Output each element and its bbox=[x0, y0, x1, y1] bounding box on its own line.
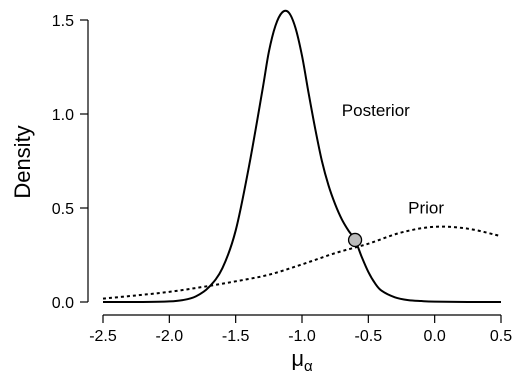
posterior-curve bbox=[102, 9, 502, 304]
intersection-marker bbox=[347, 232, 363, 248]
x-axis-title-sub: α bbox=[304, 358, 313, 375]
y-tick-label: 1.0 bbox=[52, 107, 74, 124]
y-ticks: 0.0 0.5 1.0 1.5 bbox=[52, 13, 88, 312]
y-tick-label: 0.0 bbox=[52, 295, 74, 312]
prior-curve bbox=[102, 225, 502, 300]
series-layer bbox=[102, 9, 502, 304]
y-tick-label: 0.5 bbox=[52, 201, 74, 218]
annotation-layer: Posterior Prior bbox=[342, 101, 445, 218]
x-tick-label: -2.0 bbox=[156, 328, 184, 345]
y-tick-label: 1.5 bbox=[52, 13, 74, 30]
x-ticks: -2.5 -2.0 -1.5 -1.0 -0.5 0.0 0.5 bbox=[89, 315, 512, 345]
x-tick-label: -1.5 bbox=[222, 328, 250, 345]
x-axis-title-main: μ bbox=[291, 346, 304, 371]
y-axis-title: Density bbox=[10, 125, 35, 198]
x-tick-label: -0.5 bbox=[355, 328, 383, 345]
x-axis-title: μα bbox=[291, 346, 313, 375]
prior-label: Prior bbox=[408, 199, 444, 218]
x-tick-label: 0.0 bbox=[424, 328, 446, 345]
x-tick-label: -2.5 bbox=[89, 328, 117, 345]
x-tick-label: 0.5 bbox=[490, 328, 512, 345]
posterior-label: Posterior bbox=[342, 101, 410, 120]
x-tick-label: -1.0 bbox=[288, 328, 316, 345]
